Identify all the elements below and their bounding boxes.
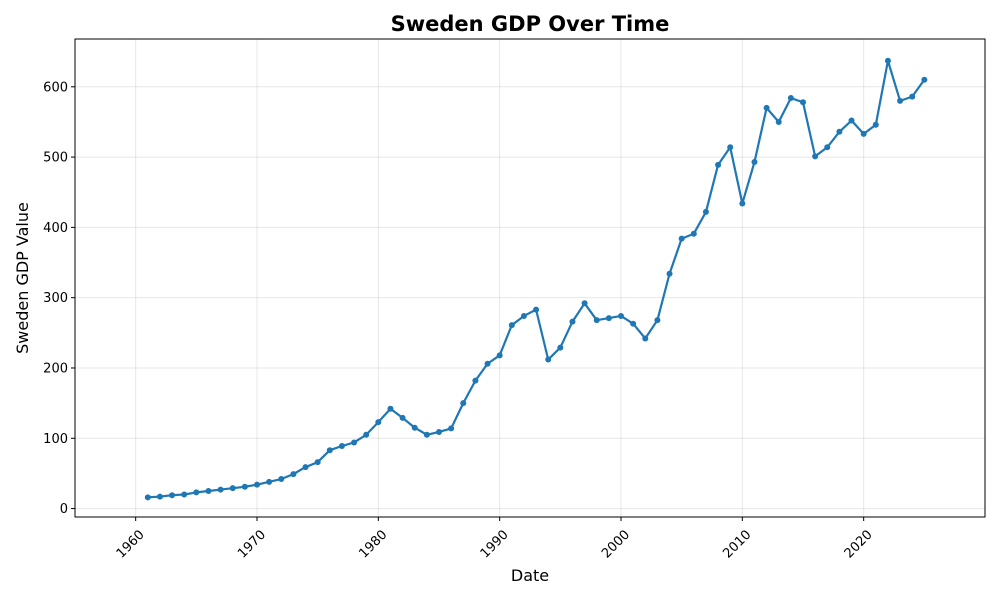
data-point xyxy=(266,478,273,485)
x-tick-label: 2000 xyxy=(599,527,633,561)
data-point xyxy=(351,439,358,446)
data-point xyxy=(144,494,151,501)
y-axis-title: Sweden GDP Value xyxy=(13,202,32,354)
data-point xyxy=(884,57,891,64)
data-point xyxy=(581,300,588,307)
data-point xyxy=(436,428,442,435)
x-tick-label: 2010 xyxy=(720,527,754,561)
y-tick-label: 100 xyxy=(43,432,68,447)
data-point xyxy=(484,360,491,367)
data-point xyxy=(181,491,188,498)
y-tick-label: 500 xyxy=(43,151,68,166)
data-point xyxy=(363,431,370,438)
data-point xyxy=(654,317,661,324)
data-point xyxy=(618,312,624,319)
data-point xyxy=(411,424,418,431)
data-point xyxy=(278,476,285,483)
data-point xyxy=(690,230,697,237)
data-point xyxy=(314,459,321,466)
grid xyxy=(75,39,985,517)
data-point xyxy=(605,315,612,322)
y-tick-label: 600 xyxy=(43,80,68,95)
data-point xyxy=(775,118,782,125)
data-point xyxy=(727,144,734,151)
x-tick-label: 1970 xyxy=(235,527,269,561)
data-point xyxy=(533,306,540,313)
series-line xyxy=(146,59,926,499)
data-point xyxy=(472,377,479,384)
data-point xyxy=(593,317,600,324)
data-point xyxy=(520,312,527,319)
data-point xyxy=(897,97,904,104)
data-point xyxy=(860,130,867,137)
data-point xyxy=(824,144,831,151)
data-point xyxy=(290,471,297,478)
data-point xyxy=(448,425,455,432)
data-point xyxy=(630,320,637,327)
data-point xyxy=(326,447,333,454)
data-point xyxy=(496,352,503,359)
data-point xyxy=(763,104,770,111)
x-axis-title: Date xyxy=(511,566,549,585)
chart-title: Sweden GDP Over Time xyxy=(391,12,670,36)
series-layer xyxy=(144,57,928,501)
y-tick-label: 0 xyxy=(60,502,68,517)
data-point xyxy=(241,483,248,490)
data-point xyxy=(715,161,722,168)
data-point xyxy=(909,93,916,100)
data-point xyxy=(702,208,709,215)
x-tick-label: 2020 xyxy=(842,527,876,561)
data-point xyxy=(569,318,576,325)
data-point xyxy=(921,76,928,83)
plot-frame xyxy=(74,38,986,518)
x-tick-label: 1990 xyxy=(478,527,512,561)
data-point xyxy=(872,121,879,128)
data-point xyxy=(399,414,406,421)
data-point xyxy=(739,200,746,207)
y-tick-label: 400 xyxy=(43,221,68,236)
data-point xyxy=(666,270,673,277)
data-point xyxy=(169,492,176,499)
data-point xyxy=(836,128,843,135)
data-point xyxy=(812,153,819,160)
data-point xyxy=(460,400,467,407)
data-point xyxy=(338,443,345,450)
data-point xyxy=(387,405,394,412)
data-point xyxy=(254,481,260,488)
data-point xyxy=(751,159,758,166)
x-tick-label: 1980 xyxy=(356,527,390,561)
data-point xyxy=(229,485,236,492)
data-point xyxy=(193,489,200,496)
x-tick-label: 1960 xyxy=(114,527,148,561)
data-point xyxy=(156,493,163,500)
data-point xyxy=(217,486,224,493)
data-point xyxy=(205,487,212,494)
data-point xyxy=(678,235,685,242)
data-point xyxy=(800,99,806,106)
data-point xyxy=(423,431,430,438)
data-point xyxy=(545,356,552,363)
y-tick-label: 200 xyxy=(43,361,68,376)
data-point xyxy=(557,344,564,351)
data-point xyxy=(375,419,382,426)
y-tick-label: 300 xyxy=(43,291,68,306)
ticks: 1960 1970 1980 1990 2000 2010 2020 0 100 200 300 40… xyxy=(43,80,876,561)
data-point xyxy=(787,95,794,102)
data-point xyxy=(848,117,855,124)
data-point xyxy=(642,335,649,342)
data-point xyxy=(508,322,515,329)
data-point xyxy=(302,464,309,471)
